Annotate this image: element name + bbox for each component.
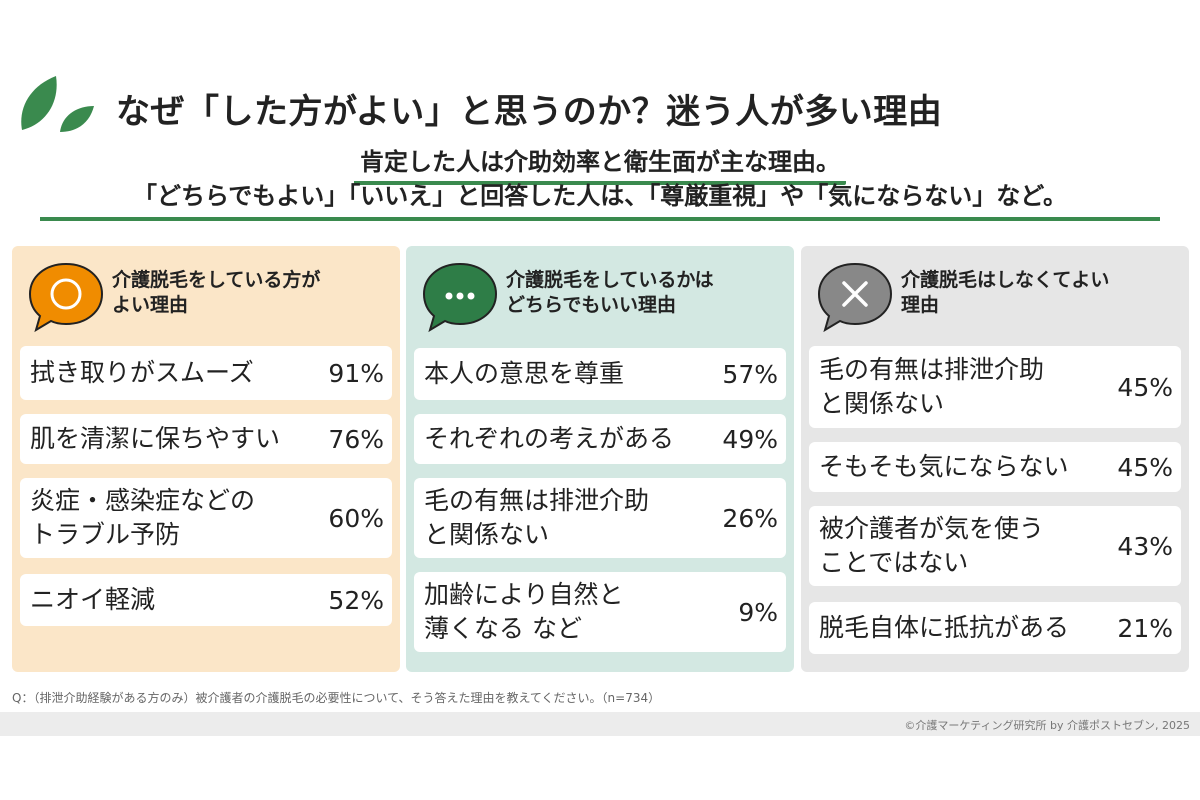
reason-percentage: 91% xyxy=(328,358,384,388)
reason-item: 拭き取りがスムーズ 91% xyxy=(20,346,392,400)
reason-label: 脱毛自体に抵抗がある xyxy=(819,611,1069,645)
circle-icon xyxy=(28,262,104,333)
reason-percentage: 21% xyxy=(1117,613,1173,643)
reason-item: ニオイ軽減 52% xyxy=(20,574,392,626)
reason-percentage: 60% xyxy=(328,503,384,533)
reason-percentage: 76% xyxy=(328,424,384,454)
panel-negative: 介護脱毛はしなくてよい 理由 毛の有無は排泄介助 と関係ない 45% そもそも気… xyxy=(801,246,1189,672)
reason-label-line: 肌を清潔に保ちやすい xyxy=(30,424,281,453)
reason-label: 被介護者が気を使う ことではない xyxy=(819,512,1044,580)
reason-label: 毛の有無は排泄介助 と関係ない xyxy=(424,484,649,552)
reason-percentage: 52% xyxy=(328,585,384,615)
reason-label-line: 脱毛自体に抵抗がある xyxy=(819,613,1070,642)
reason-item: 本人の意思を尊重 57% xyxy=(414,348,786,400)
panel-heading-line: 理由 xyxy=(901,294,940,316)
reason-label-line: 炎症・感染症などの xyxy=(30,486,256,515)
subtitle-line-1-text: 肯定した人は介助効率と衛生面が主な理由。 xyxy=(354,142,846,185)
subtitle-line-2: 「どちらでもよい」「いいえ」と回答した人は、「尊厳重視」や「気にならない」など。 xyxy=(40,176,1160,221)
reason-label-line: と関係ない xyxy=(424,520,550,549)
panel-positive: 介護脱毛をしている方が よい理由 拭き取りがスムーズ 91% 肌を清潔に保ちやす… xyxy=(12,246,400,672)
reason-label: 毛の有無は排泄介助 と関係ない xyxy=(819,353,1044,421)
subtitle-line-1: 肯定した人は介助効率と衛生面が主な理由。 xyxy=(0,142,1200,185)
reason-label-line: 薄くなる など xyxy=(424,614,582,643)
reason-label: そもそも気にならない xyxy=(819,450,1069,484)
footer-bar: ©介護マーケティング研究所 by 介護ポストセブン, 2025 xyxy=(0,712,1200,736)
reason-percentage: 45% xyxy=(1117,372,1173,402)
reason-item: そもそも気にならない 45% xyxy=(809,442,1181,492)
panel-heading: 介護脱毛をしているかは どちらでもいい理由 xyxy=(506,268,786,318)
reason-label-line: と関係ない xyxy=(819,389,945,418)
reason-item: 脱毛自体に抵抗がある 21% xyxy=(809,602,1181,654)
reason-label-line: 毛の有無は排泄介助 xyxy=(424,486,650,515)
reason-label: 肌を清潔に保ちやすい xyxy=(30,422,280,456)
reason-item: 炎症・感染症などの トラブル予防 60% xyxy=(20,478,392,558)
reason-label-line: 本人の意思を尊重 xyxy=(424,359,625,388)
copyright-text: ©介護マーケティング研究所 by 介護ポストセブン, 2025 xyxy=(904,719,1190,732)
reason-label-line: 毛の有無は排泄介助 xyxy=(819,355,1045,384)
reason-label-line: 加齢により自然と xyxy=(424,580,624,609)
reason-percentage: 57% xyxy=(722,359,778,389)
reason-label: 炎症・感染症などの トラブル予防 xyxy=(30,484,255,552)
ellipsis-icon xyxy=(422,262,498,333)
reason-label-line: それぞれの考えがある xyxy=(424,424,675,453)
reason-item: 毛の有無は排泄介助 と関係ない 45% xyxy=(809,346,1181,428)
reason-label-line: トラブル予防 xyxy=(30,520,181,549)
reason-label-line: ニオイ軽減 xyxy=(30,585,156,614)
cross-icon xyxy=(817,262,893,333)
panel-heading-line: 介護脱毛をしている方が xyxy=(112,269,321,291)
panel-heading-line: 介護脱毛はしなくてよい xyxy=(901,269,1110,291)
reason-percentage: 9% xyxy=(738,597,778,627)
reason-percentage: 43% xyxy=(1117,531,1173,561)
panel-heading-line: よい理由 xyxy=(112,294,189,316)
reason-label: 加齢により自然と 薄くなる など xyxy=(424,578,624,646)
reason-item: 肌を清潔に保ちやすい 76% xyxy=(20,414,392,464)
reason-label-line: そもそも気にならない xyxy=(819,452,1069,481)
reason-label: 本人の意思を尊重 xyxy=(424,357,624,391)
panel-heading-line: 介護脱毛をしているかは xyxy=(506,269,714,291)
reason-percentage: 26% xyxy=(722,503,778,533)
reason-item: 加齢により自然と 薄くなる など 9% xyxy=(414,572,786,652)
reason-label-line: 拭き取りがスムーズ xyxy=(30,358,254,387)
reason-item: 毛の有無は排泄介助 と関係ない 26% xyxy=(414,478,786,558)
reason-percentage: 49% xyxy=(722,424,778,454)
leaf-logo-icon xyxy=(21,76,94,132)
reason-label-line: ことではない xyxy=(819,548,969,577)
reason-label: ニオイ軽減 xyxy=(30,583,155,617)
panel-heading: 介護脱毛をしている方が よい理由 xyxy=(112,268,392,318)
page-title: なぜ「した方がよい」と思うのか？迷う人が多い理由 xyxy=(116,92,943,132)
panel-heading: 介護脱毛はしなくてよい 理由 xyxy=(901,268,1181,318)
reason-percentage: 45% xyxy=(1117,452,1173,482)
reason-label: 拭き取りがスムーズ xyxy=(30,356,254,390)
reason-label-line: 被介護者が気を使う xyxy=(819,514,1045,543)
panel-heading-line: どちらでもいい理由 xyxy=(506,294,677,316)
reason-item: 被介護者が気を使う ことではない 43% xyxy=(809,506,1181,586)
reason-item: それぞれの考えがある 49% xyxy=(414,414,786,464)
reason-label: それぞれの考えがある xyxy=(424,422,674,456)
survey-question-footnote: Q：（排泄介助経験がある方のみ）被介護者の介護脱毛の必要性について、そう答えた理… xyxy=(12,691,661,705)
panel-neutral: 介護脱毛をしているかは どちらでもいい理由 本人の意思を尊重 57% それぞれの… xyxy=(406,246,794,672)
